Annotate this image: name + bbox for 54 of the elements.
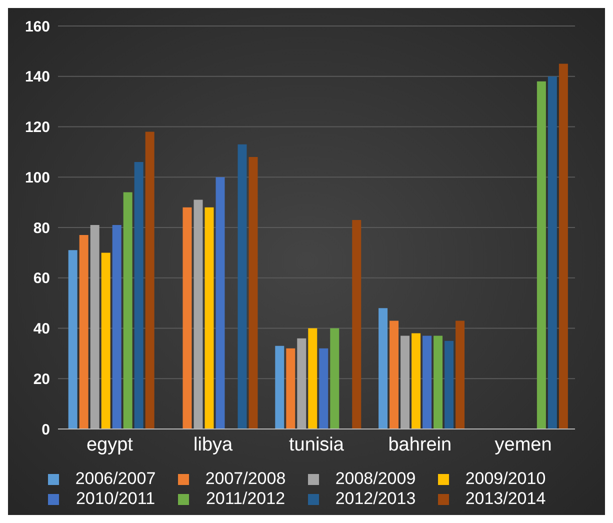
y-tick-label: 120 xyxy=(24,119,50,136)
bar xyxy=(216,177,225,429)
x-tick-label: libya xyxy=(194,434,234,456)
bar xyxy=(412,333,421,429)
x-tick-label: egypt xyxy=(86,434,134,456)
bar xyxy=(90,224,100,429)
bar xyxy=(558,64,568,429)
legend-label: 2009/2010 xyxy=(464,469,547,489)
bar xyxy=(134,162,144,429)
x-tick-label: bahrein xyxy=(388,434,452,456)
bar xyxy=(434,336,443,429)
bar xyxy=(248,156,258,429)
legend-label: 2007/2008 xyxy=(204,469,287,489)
bar xyxy=(400,336,410,429)
y-tick-label: 160 xyxy=(24,18,50,36)
y-tick-label: 0 xyxy=(42,421,50,438)
y-tick-label: 60 xyxy=(33,270,50,288)
bar xyxy=(422,336,432,429)
y-tick-label: 40 xyxy=(33,320,50,338)
bar xyxy=(444,340,454,429)
legend-label: 2011/2012 xyxy=(204,489,286,509)
y-tick-label: 80 xyxy=(33,220,50,237)
legend-label: 2006/2007 xyxy=(74,469,157,489)
legend-label: 2012/2013 xyxy=(334,489,417,509)
bar xyxy=(378,308,388,429)
x-tick-label: yemen xyxy=(494,434,552,456)
legend-label: 2008/2009 xyxy=(334,469,417,489)
y-tick-label: 140 xyxy=(24,68,50,86)
y-tick-label: 20 xyxy=(33,370,50,388)
bar xyxy=(330,328,340,429)
bar xyxy=(79,235,88,429)
bar xyxy=(238,144,247,429)
x-tick-label: tunisia xyxy=(289,434,344,456)
bar xyxy=(297,338,306,429)
bar xyxy=(308,328,318,429)
bar xyxy=(145,132,154,429)
bar xyxy=(182,207,192,429)
bar xyxy=(319,348,328,429)
legend-label: 2013/2014 xyxy=(464,489,547,509)
legend-label: 2010/2011 xyxy=(74,489,156,509)
bar xyxy=(536,81,546,429)
bar xyxy=(123,192,132,429)
bar xyxy=(112,224,122,429)
y-tick-label: 100 xyxy=(24,169,50,186)
bar xyxy=(390,320,399,429)
bar xyxy=(286,348,296,429)
bar xyxy=(101,252,110,429)
bar xyxy=(204,207,214,429)
bar xyxy=(456,320,465,429)
bar xyxy=(352,220,362,429)
bar xyxy=(68,250,78,429)
bar xyxy=(194,200,203,429)
bar xyxy=(548,76,557,429)
bar xyxy=(275,346,284,429)
